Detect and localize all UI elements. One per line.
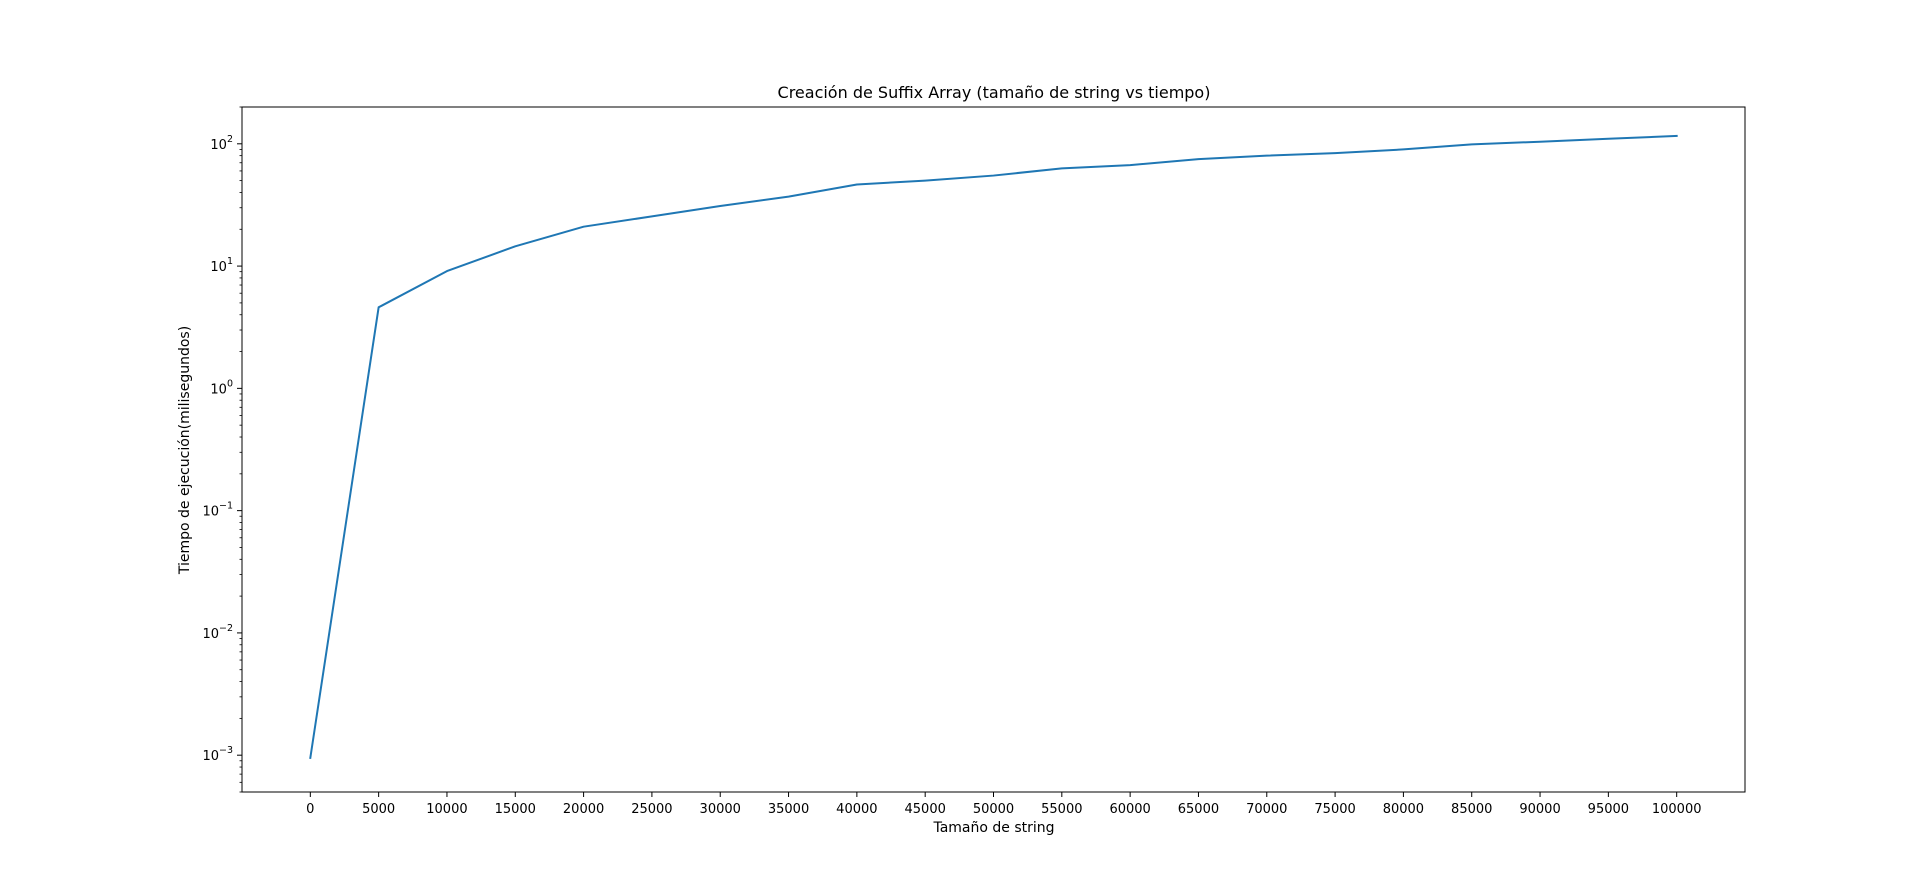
y-tick-label: 101: [210, 256, 233, 275]
y-tick-base: 10: [202, 627, 219, 642]
x-tick-label: 85000: [1451, 802, 1492, 817]
x-tick-label: 75000: [1314, 802, 1355, 817]
x-tick-label: 50000: [973, 802, 1014, 817]
x-tick-label: 60000: [1109, 802, 1150, 817]
y-tick-base: 10: [210, 382, 227, 397]
y-tick-exponent: −2: [219, 623, 233, 634]
x-tick-label: 20000: [563, 802, 604, 817]
x-axis-label: Tamaño de string: [932, 820, 1054, 836]
y-tick-label: 10−3: [202, 745, 233, 764]
y-tick-base: 10: [202, 749, 219, 764]
x-tick-label: 15000: [495, 802, 536, 817]
x-tick-label: 45000: [905, 802, 946, 817]
chart-title: Creación de Suffix Array (tamaño de stri…: [778, 83, 1211, 102]
series-line: [309, 134, 1678, 760]
x-tick-label: 100000: [1652, 802, 1702, 817]
y-tick-exponent: 2: [227, 134, 233, 145]
x-tick-label: 80000: [1383, 802, 1424, 817]
plot-frame: [241, 106, 1746, 793]
y-tick-exponent: 1: [227, 256, 233, 267]
x-tick-label: 95000: [1588, 802, 1629, 817]
x-tick-label: 35000: [768, 802, 809, 817]
x-axis-ticks: 0 5000 10000 15000 20000 25000 30000 35000 40000…: [306, 792, 1702, 817]
x-tick-label: 0: [306, 802, 314, 817]
x-tick-label: 40000: [836, 802, 877, 817]
x-tick-label: 10000: [426, 802, 467, 817]
y-tick-base: 10: [210, 138, 227, 153]
y-tick-exponent: −3: [219, 745, 233, 756]
x-tick-label: 25000: [631, 802, 672, 817]
y-axis-label: Tiempo de ejecución(milisegundos): [177, 326, 193, 575]
y-tick-label: 10−1: [202, 501, 233, 520]
y-tick-label: 100: [210, 378, 233, 397]
y-tick-exponent: −1: [219, 501, 233, 512]
x-tick-label: 55000: [1041, 802, 1082, 817]
x-tick-label: 5000: [362, 802, 395, 817]
series-group: [309, 134, 1678, 760]
y-tick-label: 10−2: [202, 623, 233, 642]
y-tick-exponent: 0: [227, 378, 233, 389]
y-tick-base: 10: [210, 260, 227, 275]
x-tick-label: 65000: [1178, 802, 1219, 817]
x-tick-label: 90000: [1519, 802, 1560, 817]
x-tick-label: 70000: [1246, 802, 1287, 817]
x-tick-label: 30000: [700, 802, 741, 817]
y-tick-label: 102: [210, 134, 233, 153]
y-tick-base: 10: [202, 505, 219, 520]
